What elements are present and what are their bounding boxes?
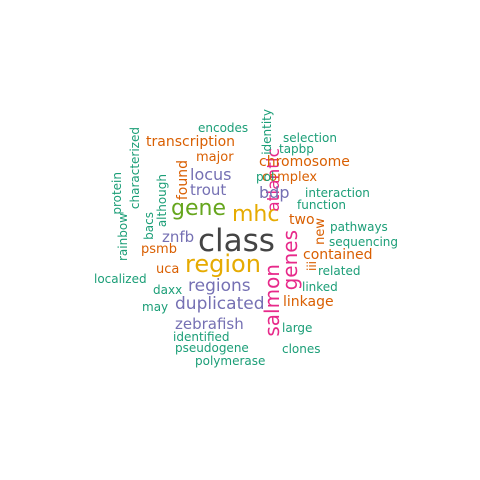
word-function: function [297,198,347,212]
word-selection: selection [283,131,337,145]
word-zebrafish: zebrafish [175,315,244,333]
word-linked: linked [302,280,338,294]
word-regions: regions [188,276,251,296]
word-found: found [175,160,191,201]
word-daxx: daxx [153,283,183,297]
word-duplicated: duplicated [175,294,265,314]
word-clones: clones [282,342,321,356]
word-localized: localized [94,272,147,286]
word-polymerase: polymerase [195,354,266,368]
word-interaction: interaction [305,186,370,200]
word-gene: gene [171,196,226,221]
word-contained: contained [303,247,373,263]
word-chromosome: chromosome [259,154,350,170]
word-new: new [313,218,328,245]
word-psmb: psmb [141,242,177,257]
word-transcription: transcription [146,134,236,150]
word-pol: pol [256,170,275,184]
word-iii: iii [305,261,319,272]
word-region: region [185,250,261,278]
word-class: class [198,223,275,259]
word-pseudogene: pseudogene [175,341,249,355]
word-identified: identified [173,330,230,344]
word-major: major [196,150,234,165]
word-znfb: znfb [162,228,195,246]
word-sequencing: sequencing [329,235,398,249]
word-pathways: pathways [330,220,388,234]
word-large: large [282,321,313,335]
word-two: two [289,212,315,228]
word-protein: protein [110,172,124,215]
word-salmon: salmon [260,264,284,337]
word-mhc: mhc [232,202,280,227]
word-bdp: bdp [259,183,290,202]
word-linkage: linkage [283,294,334,310]
word-trout: trout [190,181,227,199]
word-bacs: bacs [142,212,156,240]
word-rainbow: rainbow [116,213,130,261]
word-uca: uca [156,262,180,277]
word-complex: complex [262,170,318,185]
word-locus: locus [190,165,232,184]
word-identity: identity [260,109,274,155]
word-although: although [155,174,169,228]
word-encodes: encodes [198,121,249,135]
word-may: may [142,300,169,314]
word-related: related [318,264,361,278]
word-characterized: characterized [128,127,142,210]
word-tapbp: tapbp [279,142,314,156]
